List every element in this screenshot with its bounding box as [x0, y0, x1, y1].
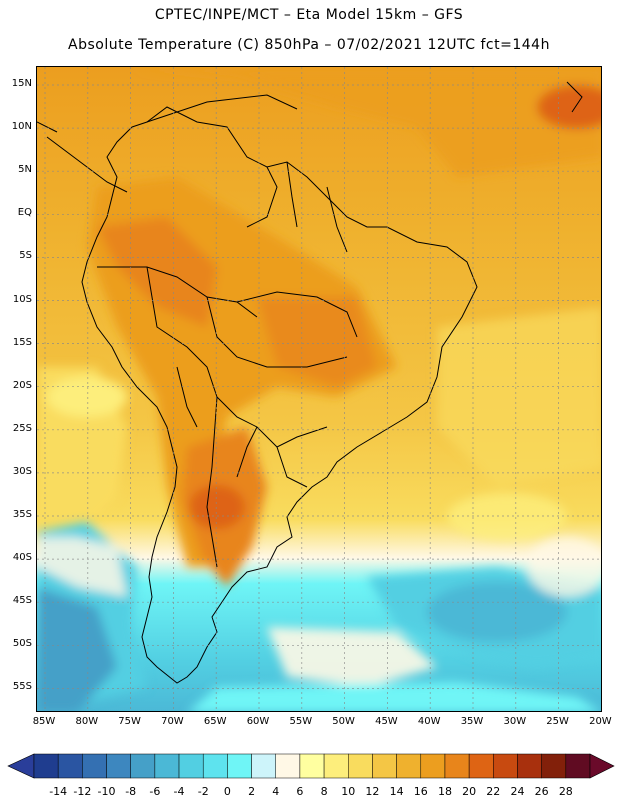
colorbar-tick-label: 18 [438, 785, 452, 798]
colorbar-swatch [106, 753, 131, 779]
colorbar-swatch [130, 753, 156, 779]
colorbar-swatch [154, 753, 180, 779]
longitude-label: 25W [546, 716, 569, 727]
latitude-label: 10N [11, 121, 32, 133]
longitude-label: 85W [32, 716, 56, 727]
colorbar-swatch [299, 753, 325, 779]
colorbar-swatch [33, 753, 59, 779]
latitude-label: 50S [12, 638, 32, 650]
colorbar-tick-label: 4 [272, 785, 279, 798]
colorbar-tick-label: 20 [462, 785, 476, 798]
colorbar-swatch [444, 753, 470, 779]
colorbar-tick-label: -2 [198, 785, 209, 798]
colorbar-tick-label: 28 [559, 785, 573, 798]
colorbar-tick-label: -12 [73, 785, 91, 798]
colorbar-tick-label: 16 [414, 785, 428, 798]
colorbar-swatch [517, 753, 542, 779]
colorbar-swatch [493, 753, 518, 779]
temperature-map [36, 66, 602, 712]
longitude-label: 50W [332, 716, 355, 727]
temperature-field [37, 67, 601, 711]
colorbar-low-arrow [7, 753, 35, 779]
longitude-label: 80W [75, 716, 99, 727]
color-legend: -14 -12 -10 -8 -6 -4 -2 0 2 4 6 8 10 12 14 16 18 20 22 24 26… [7, 753, 615, 798]
latitude-label: 30S [12, 465, 32, 477]
colorbar-swatch [396, 753, 422, 779]
longitude-label: 30W [503, 716, 527, 727]
colorbar-swatch [227, 753, 252, 779]
colorbar-tick-label: 6 [296, 785, 303, 798]
longitude-label: 60W [246, 716, 270, 727]
colorbar-tick-label: 8 [321, 785, 328, 798]
colorbar-tick-label: 12 [365, 785, 379, 798]
colorbar-high-arrow [589, 753, 615, 779]
latitude-label: 5N [18, 164, 32, 176]
colorbar-tick-label: 26 [535, 785, 549, 798]
colorbar-swatch [565, 753, 591, 779]
longitude-label: 70W [161, 716, 184, 727]
longitude-label: 65W [203, 716, 227, 727]
colorbar-tick-label: 24 [510, 785, 524, 798]
latitude-label: 45S [12, 595, 32, 607]
longitude-label: 40W [417, 716, 441, 727]
colorbar-swatch [348, 753, 373, 779]
colorbar-swatch [541, 753, 567, 779]
colorbar-swatch [178, 753, 204, 779]
colorbar-swatch [251, 753, 276, 779]
longitude-label: 35W [460, 716, 484, 727]
colorbar-tick-label: -8 [125, 785, 136, 798]
colorbar-swatch [468, 753, 494, 779]
latitude-label: 35S [12, 509, 32, 520]
latitude-label: 15S [12, 336, 32, 348]
colorbar-tick-label: 2 [248, 785, 255, 798]
colorbar-swatch [57, 753, 83, 779]
longitude-label: 45W [375, 716, 398, 727]
chart-title-line2: Absolute Temperature (C) 850hPa – 07/02/… [68, 37, 550, 53]
colorbar-swatch [420, 753, 446, 779]
latitude-label: 55S [12, 681, 32, 693]
colorbar-tick-label: -6 [149, 785, 160, 798]
colorbar-tick-label: 14 [390, 785, 404, 798]
latitude-label: EQ [17, 207, 32, 219]
longitude-label: 20W [589, 716, 612, 727]
longitude-label: 75W [118, 716, 141, 727]
latitude-label: 15N [11, 78, 32, 89]
latitude-label: 20S [12, 379, 32, 391]
colorbar-tick-label: 22 [486, 785, 500, 798]
colorbar-swatch [372, 753, 397, 779]
chart-title-line1: CPTEC/INPE/MCT – Eta Model 15km – GFS [154, 7, 464, 23]
latitude-label: 25S [12, 422, 32, 434]
colorbar-swatch [202, 753, 228, 779]
colorbar-tick-label: 10 [341, 785, 355, 798]
latitude-label: 10S [12, 293, 32, 305]
colorbar-tick-label: -14 [49, 785, 67, 798]
colorbar-swatch [323, 753, 349, 779]
colorbar-swatch [275, 753, 301, 779]
latitude-label: 5S [19, 250, 32, 262]
colorbar-tick-label: -10 [98, 785, 116, 798]
longitude-label: 55W [289, 716, 313, 727]
latitude-label: 40S [12, 552, 32, 564]
colorbar-tick-label: -4 [174, 785, 185, 798]
colorbar-swatch [82, 753, 107, 779]
colorbar-tick-label: 0 [224, 785, 231, 798]
